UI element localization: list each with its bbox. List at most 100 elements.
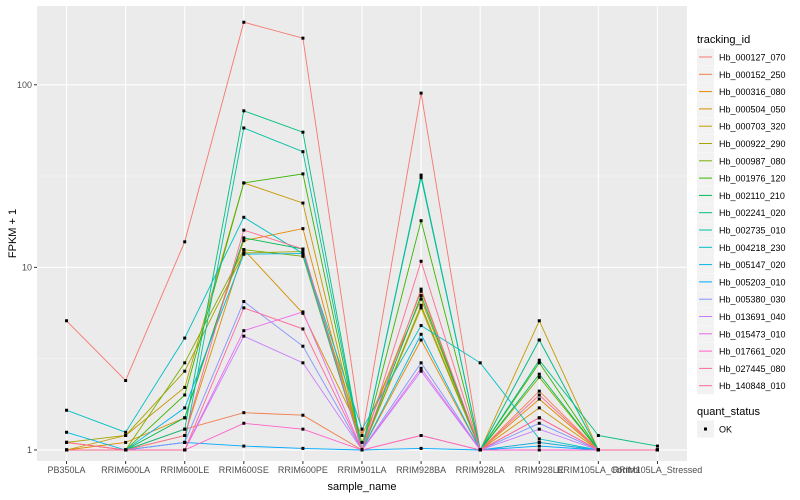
legend-label: Hb_027445_080	[719, 364, 786, 374]
legend-item: Hb_000504_050	[697, 100, 786, 118]
y-axis: 1 10 100	[17, 80, 37, 455]
data-point	[183, 448, 187, 452]
data-point	[65, 408, 69, 412]
shape-legend-item: OK	[697, 420, 732, 438]
data-point	[537, 421, 541, 425]
data-point	[419, 303, 423, 307]
data-point	[183, 369, 187, 373]
data-point	[242, 181, 246, 185]
data-point	[596, 448, 600, 452]
y-tick-label: 100	[17, 80, 32, 90]
x-tick-label: RRIM600SE	[219, 465, 269, 475]
data-point	[242, 300, 246, 304]
data-point	[301, 172, 305, 176]
legend-label: Hb_005380_030	[719, 295, 786, 305]
data-point	[419, 294, 423, 298]
data-point	[301, 227, 305, 231]
legend-label: Hb_002110_210	[719, 191, 785, 201]
legend-point	[704, 427, 707, 431]
data-point	[65, 440, 69, 444]
data-point	[419, 369, 423, 373]
data-point	[478, 361, 482, 365]
data-point	[301, 427, 305, 431]
data-point	[242, 421, 246, 425]
data-point	[537, 393, 541, 397]
data-point	[537, 358, 541, 362]
data-point	[242, 334, 246, 338]
data-point	[301, 36, 305, 40]
data-point	[301, 150, 305, 154]
x-tick-label: RRIM105LA_Stressed	[613, 465, 703, 475]
legend-item: Hb_013691_040	[697, 308, 786, 325]
legend-item: Hb_017661_020	[697, 342, 786, 360]
legend-label: Hb_140848_010	[719, 381, 786, 391]
data-point	[124, 379, 128, 383]
data-point	[537, 444, 541, 448]
legend-item: Hb_140848_010	[697, 377, 786, 395]
legend-item: Hb_000127_070	[697, 48, 786, 66]
legend-item: Hb_002735_010	[697, 221, 786, 239]
data-point	[301, 344, 305, 348]
legend-item: Hb_000316_080	[697, 83, 786, 101]
data-point	[65, 448, 69, 452]
data-point	[360, 440, 364, 444]
x-tick-label: RRIM600PE	[278, 465, 328, 475]
data-point	[301, 130, 305, 134]
data-point	[301, 310, 305, 314]
x-tick-label: RRIM928LA	[456, 465, 505, 475]
data-point	[242, 411, 246, 415]
legend-item: Hb_004218_230	[697, 238, 786, 256]
data-point	[419, 361, 423, 365]
legend: tracking_id Hb_000127_070 Hb_000152_250 Hb…	[697, 34, 786, 438]
y-axis-title: FPKM + 1	[7, 209, 19, 258]
legend-label: Hb_005203_010	[719, 277, 786, 287]
legend-title: tracking_id	[697, 34, 750, 46]
data-point	[419, 366, 423, 370]
legend-label: Hb_013691_040	[719, 312, 786, 322]
data-point	[183, 393, 187, 397]
x-tick-label: RRIM928BA	[396, 465, 446, 475]
data-point	[301, 252, 305, 256]
data-point	[537, 406, 541, 410]
x-tick-label: RRIM901LA	[337, 465, 386, 475]
data-point	[242, 109, 246, 113]
legend-item: Hb_002110_210	[697, 186, 785, 204]
data-point	[183, 385, 187, 389]
data-point	[419, 287, 423, 291]
data-point	[301, 247, 305, 251]
legend-item: Hb_001976_120	[697, 169, 786, 187]
legend-label: Hb_002735_010	[719, 226, 786, 236]
data-point	[301, 413, 305, 417]
data-point	[478, 448, 482, 452]
x-tick-label: RRIM928LE	[515, 465, 564, 475]
data-point	[242, 252, 246, 256]
data-point	[65, 319, 69, 323]
x-tick-label: RRIM600LE	[160, 465, 209, 475]
legend-label: Hb_004218_230	[719, 243, 786, 253]
data-point	[419, 176, 423, 180]
legend-label: Hb_017661_020	[719, 347, 786, 357]
data-point	[419, 433, 423, 437]
data-point	[537, 437, 541, 441]
data-point	[360, 427, 364, 431]
data-point	[655, 444, 659, 448]
legend-item: Hb_015473_010	[697, 325, 786, 343]
legend-label: Hb_000316_080	[719, 87, 786, 97]
data-point	[537, 440, 541, 444]
data-point	[537, 427, 541, 431]
data-point	[183, 433, 187, 437]
legend-label: Hb_001976_120	[719, 174, 786, 184]
shape-legend-title: quant_status	[697, 406, 760, 418]
data-point	[537, 389, 541, 393]
data-point	[419, 289, 423, 293]
data-point	[419, 324, 423, 328]
data-point	[419, 446, 423, 450]
legend-label: Hb_000127_070	[719, 53, 786, 63]
x-tick-label: RRIM105LA_Control	[557, 465, 640, 475]
legend-label: Hb_000504_050	[719, 104, 786, 114]
data-point	[183, 336, 187, 340]
legend-item: Hb_005380_030	[697, 290, 786, 308]
data-point	[537, 372, 541, 376]
data-point	[242, 215, 246, 219]
y-tick-label: 1	[27, 445, 32, 455]
